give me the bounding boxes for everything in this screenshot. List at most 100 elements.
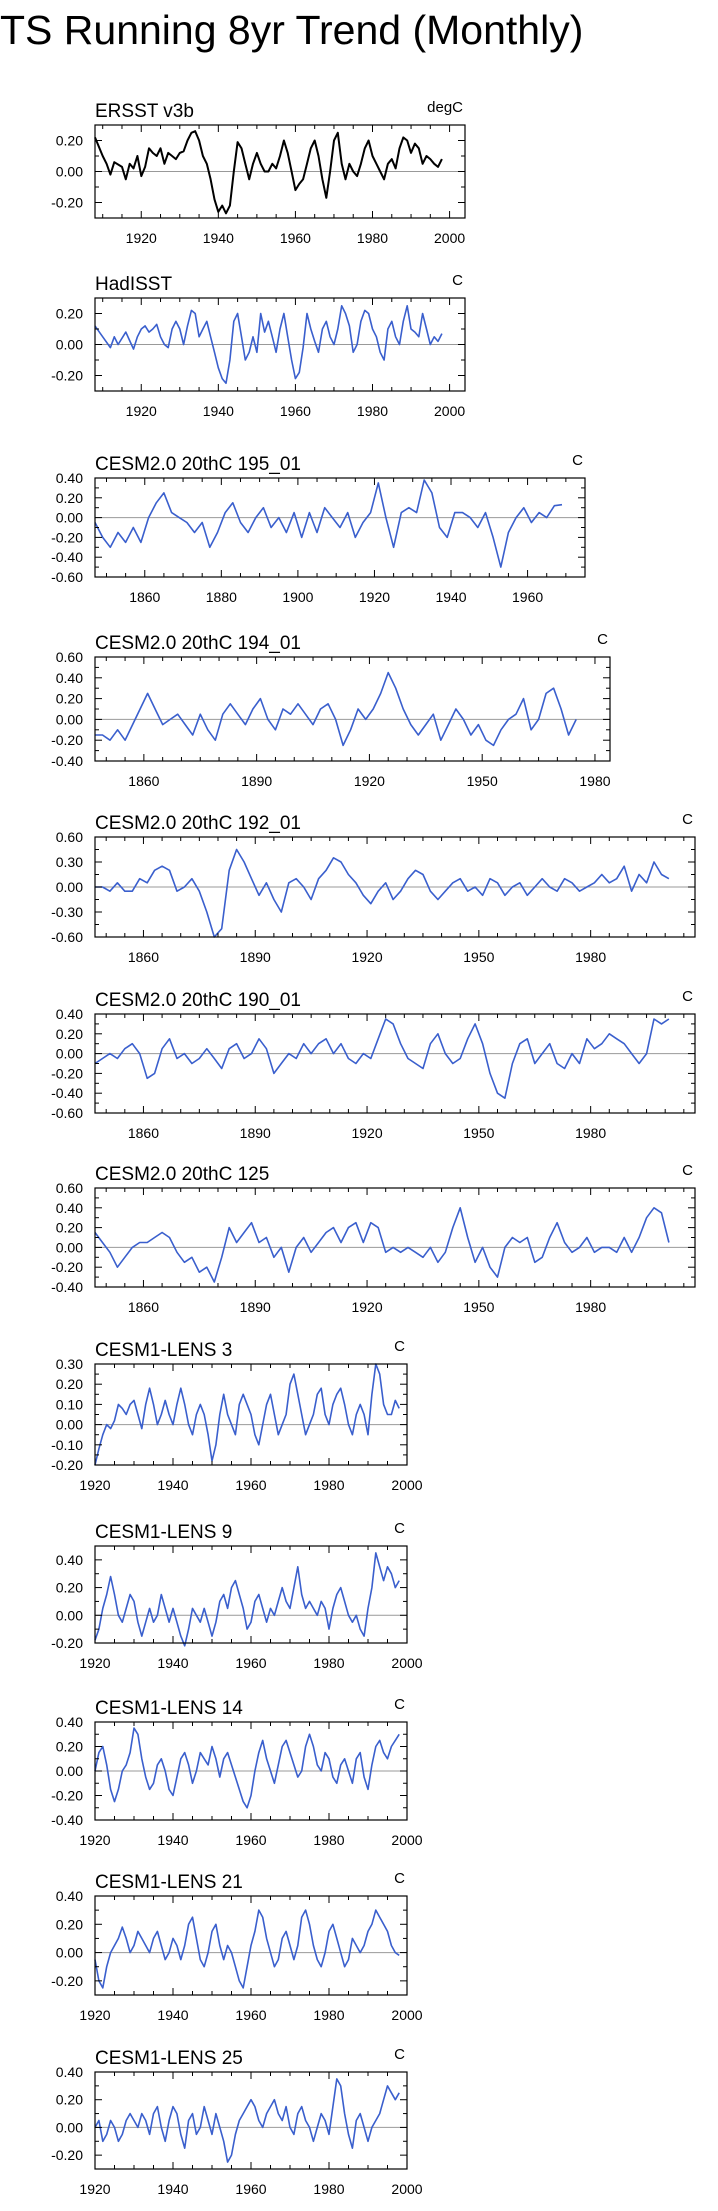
chart-panel-1: -0.20 0.00 0.20 1920 1940 1960 1980 2000 ERSST v… [51, 99, 466, 246]
x-tick-label: 1920 [351, 1125, 382, 1141]
units-label: C [572, 452, 583, 469]
x-tick-label: 1900 [282, 589, 313, 605]
x-tick-label: 2000 [391, 2181, 422, 2197]
x-tick-label: 1890 [241, 773, 272, 789]
x-tick-label: 1920 [126, 403, 157, 419]
y-tick-label: -0.20 [51, 2147, 83, 2163]
x-tick-label: 1880 [206, 589, 237, 605]
x-tick-label: 2000 [434, 403, 465, 419]
series-line [95, 671, 577, 747]
x-tick-label: 1860 [128, 1299, 159, 1315]
panel-title: HadISST [95, 274, 172, 295]
y-tick-label: 0.20 [56, 490, 83, 506]
chart-panel-7: -0.40 -0.20 0.00 0.20 0.40 0.60 1860 1890 1920 19… [51, 1162, 696, 1315]
chart-panel-4: -0.40 -0.20 0.00 0.20 0.40 0.60 1860 1890 1920 19… [51, 631, 611, 789]
y-tick-label: 0.00 [56, 1945, 83, 1961]
y-tick-label: 0.00 [56, 164, 83, 180]
y-tick-label: 0.20 [56, 306, 83, 322]
panel-title: CESM1-LENS 9 [95, 1522, 232, 1543]
units-label: C [394, 2046, 405, 2063]
y-tick-label: -0.10 [51, 1437, 83, 1453]
x-tick-label: 1940 [157, 1655, 188, 1671]
y-tick-label: 0.00 [56, 879, 83, 895]
y-tick-label: 0.20 [56, 1026, 83, 1042]
y-tick-label: 0.30 [56, 1356, 83, 1372]
units-label: C [452, 272, 463, 289]
y-tick-label: 0.00 [56, 1046, 83, 1062]
y-tick-label: -0.20 [51, 368, 83, 384]
y-tick-label: 0.40 [56, 2064, 83, 2080]
x-tick-label: 1920 [79, 1832, 110, 1848]
y-tick-label: 0.40 [56, 1888, 83, 1904]
y-tick-label: -0.20 [51, 529, 83, 545]
x-tick-label: 1920 [79, 1477, 110, 1493]
y-tick-label: -0.20 [51, 732, 83, 748]
units-label: C [394, 1870, 405, 1887]
y-tick-label: -0.20 [51, 1065, 83, 1081]
panel-title: CESM2.0 20thC 192_01 [95, 813, 301, 834]
y-tick-label: 0.20 [56, 1376, 83, 1392]
chart-panel-11: -0.20 0.00 0.20 0.40 1920 1940 1960 1980 2000 CES… [51, 1870, 423, 2023]
x-tick-label: 1940 [203, 403, 234, 419]
series-line [94, 1727, 400, 1809]
series-line [94, 2078, 400, 2163]
y-tick-label: 0.20 [56, 691, 83, 707]
y-tick-label: 0.40 [56, 1006, 83, 1022]
y-tick-label: -0.30 [51, 904, 83, 920]
y-tick-label: 0.10 [56, 1396, 83, 1412]
plot-frame [94, 2071, 408, 2170]
plot-frame [94, 1187, 696, 1288]
units-label: C [597, 631, 608, 648]
y-tick-label: 0.20 [56, 1220, 83, 1236]
chart-panel-3: -0.60 -0.40 -0.20 0.00 0.20 0.40 1860 1880 1900 1… [51, 452, 586, 605]
units-label: degC [427, 99, 463, 116]
x-tick-label: 1980 [357, 230, 388, 246]
panel-title: CESM2.0 20thC 125 [95, 1164, 269, 1185]
chart-panel-8: -0.20 -0.10 0.00 0.10 0.20 0.30 1920 1940 1960 19… [51, 1338, 423, 1493]
x-tick-label: 1960 [235, 2181, 266, 2197]
units-label: C [682, 988, 693, 1005]
y-tick-label: 0.20 [56, 1580, 83, 1596]
x-tick-label: 1860 [129, 589, 160, 605]
y-tick-label: 0.60 [56, 649, 83, 665]
x-tick-label: 1980 [313, 1655, 344, 1671]
x-tick-label: 1920 [351, 949, 382, 965]
chart-panel-12: -0.20 0.00 0.20 0.40 1920 1940 1960 1980 2000 CES… [51, 2046, 423, 2197]
y-tick-label: 0.40 [56, 1200, 83, 1216]
panel-title: CESM1-LENS 21 [95, 1872, 243, 1893]
x-tick-label: 1920 [79, 2181, 110, 2197]
x-tick-label: 1920 [351, 1299, 382, 1315]
x-tick-label: 1920 [359, 589, 390, 605]
x-tick-label: 1920 [79, 2007, 110, 2023]
y-tick-label: -0.40 [51, 1085, 83, 1101]
chart-panel-5: -0.60 -0.30 0.00 0.30 0.60 1860 1890 1920 1950 19… [51, 811, 696, 965]
y-tick-label: -0.40 [51, 1812, 83, 1828]
x-tick-label: 2000 [434, 230, 465, 246]
y-tick-label: 0.00 [56, 1763, 83, 1779]
panel-title: CESM1-LENS 25 [95, 2048, 243, 2069]
chart-panel-6: -0.60 -0.40 -0.20 0.00 0.20 0.40 1860 1890 1920 1… [51, 988, 696, 1141]
panel-title: CESM2.0 20thC 190_01 [95, 990, 301, 1011]
x-tick-label: 2000 [391, 1655, 422, 1671]
x-tick-label: 1960 [235, 1477, 266, 1493]
x-tick-label: 1980 [313, 1477, 344, 1493]
x-tick-label: 1950 [463, 1125, 494, 1141]
y-tick-label: 0.20 [56, 1739, 83, 1755]
x-tick-label: 1950 [463, 1299, 494, 1315]
y-tick-label: 0.60 [56, 829, 83, 845]
y-tick-label: -0.40 [51, 549, 83, 565]
y-tick-label: 0.60 [56, 1180, 83, 1196]
y-tick-label: -0.20 [51, 1457, 83, 1473]
x-tick-label: 2000 [391, 1832, 422, 1848]
y-tick-label: -0.40 [51, 1279, 83, 1295]
x-tick-label: 1940 [157, 2181, 188, 2197]
x-tick-label: 1980 [313, 1832, 344, 1848]
chart-panel-2: -0.20 0.00 0.20 1920 1940 1960 1980 2000 HadISST… [51, 272, 466, 419]
x-tick-label: 1950 [463, 949, 494, 965]
x-tick-label: 1890 [240, 949, 271, 965]
y-tick-label: -0.20 [51, 195, 83, 211]
series-line [94, 1363, 400, 1466]
series-line [94, 1552, 400, 1647]
x-tick-label: 1980 [575, 1125, 606, 1141]
